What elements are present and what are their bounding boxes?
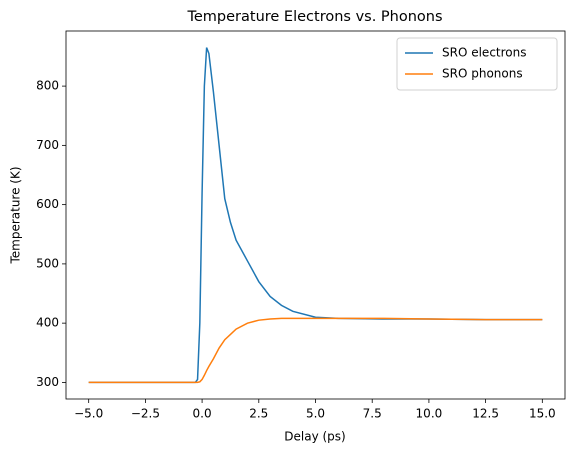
x-tick-label: 7.5 xyxy=(363,407,382,421)
y-tick-label: 500 xyxy=(36,256,59,270)
legend-label: SRO phonons xyxy=(442,67,523,81)
legend-box xyxy=(396,37,558,91)
y-tick-label: 600 xyxy=(36,197,59,211)
plot-frame xyxy=(65,30,566,400)
chart-title: Temperature Electrons vs. Phonons xyxy=(186,9,442,25)
y-tick-label: 300 xyxy=(36,375,59,389)
x-tick-label: −2.5 xyxy=(131,407,160,421)
x-tick-label: 15.0 xyxy=(529,407,556,421)
series-line xyxy=(88,317,543,384)
legend-label: SRO electrons xyxy=(442,46,527,60)
y-axis-label: Temperature (K) xyxy=(9,166,23,264)
x-tick-label: 10.0 xyxy=(416,407,443,421)
x-tick-label: −5.0 xyxy=(74,407,103,421)
x-tick-label: 0.0 xyxy=(193,407,212,421)
x-tick-label: 5.0 xyxy=(306,407,325,421)
x-axis-label: Delay (ps) xyxy=(284,430,345,444)
y-tick-label: 400 xyxy=(36,316,59,330)
x-tick-label: 2.5 xyxy=(249,407,268,421)
x-tick-label: 12.5 xyxy=(472,407,499,421)
y-tick-label: 700 xyxy=(36,138,59,152)
y-tick-label: 800 xyxy=(36,79,59,93)
